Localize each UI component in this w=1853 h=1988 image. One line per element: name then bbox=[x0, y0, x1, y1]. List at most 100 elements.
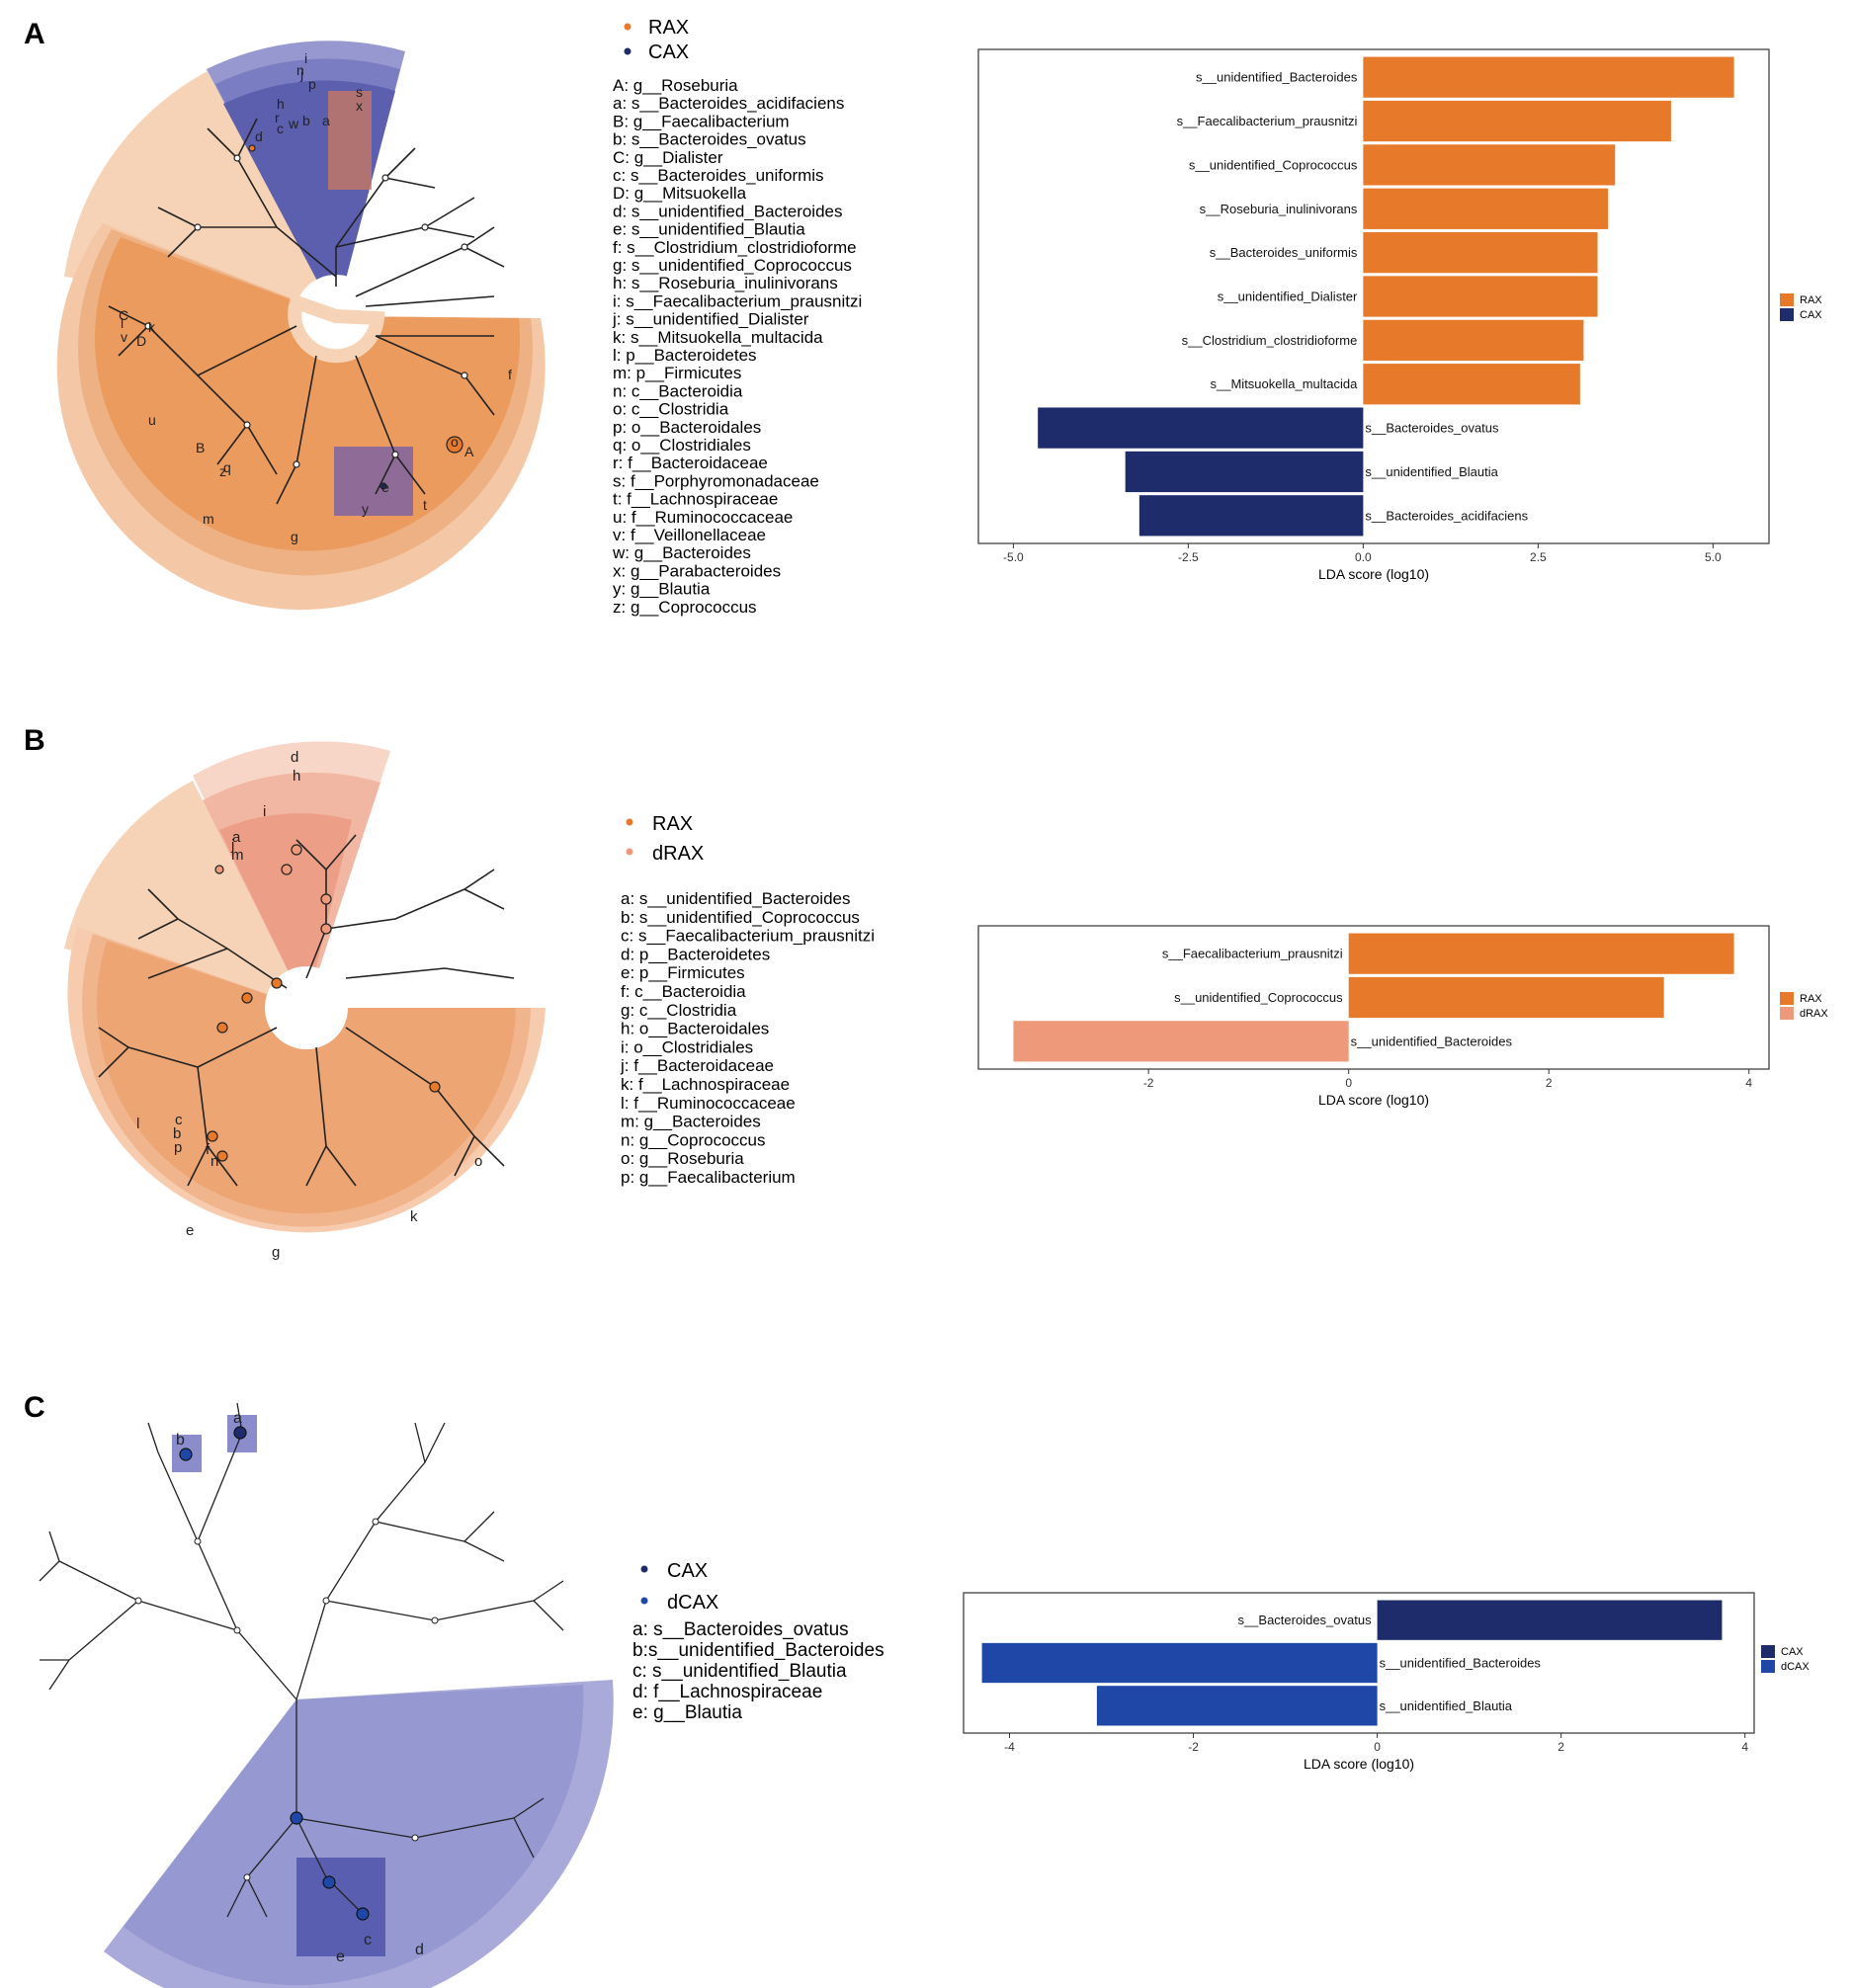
key-entry: o: c__Clostridia bbox=[613, 400, 729, 419]
clado-b-letter: b bbox=[173, 1125, 181, 1142]
clado-a-letter: s bbox=[356, 84, 363, 100]
key-entry: r: f__Bacteroidaceae bbox=[613, 454, 768, 472]
legend-b-rax-label: RAX bbox=[652, 813, 693, 835]
clado-a-letter: p bbox=[308, 76, 316, 92]
lda-bar-label: s__unidentified_Dialister bbox=[1218, 290, 1358, 304]
legend-label: CAX bbox=[1781, 1646, 1804, 1658]
legend-label: RAX bbox=[1800, 294, 1822, 306]
lda-chart-a: s__unidentified_Bacteroides s__Faecalibac… bbox=[977, 48, 1822, 582]
key-entry: b: s__Bacteroides_ovatus bbox=[613, 130, 806, 149]
clado-b-letter: n bbox=[211, 1153, 218, 1170]
lda-bar bbox=[1363, 100, 1671, 142]
x-tick-label: -4 bbox=[1004, 1740, 1015, 1754]
clado-b-letter: h bbox=[293, 768, 300, 785]
key-entry: d: s__unidentified_Bacteroides bbox=[613, 202, 843, 220]
clado-b-letter: k bbox=[410, 1208, 418, 1225]
key-entry: o: g__Roseburia bbox=[621, 1149, 744, 1168]
clado-a-letter: c bbox=[277, 121, 284, 136]
lda-bar bbox=[1138, 495, 1364, 537]
clado-a-letter: b bbox=[302, 113, 310, 128]
legend-label: dRAX bbox=[1800, 1008, 1828, 1020]
legend-b-drax-dot bbox=[626, 848, 633, 856]
key-entry: l: p__Bacteroidetes bbox=[613, 346, 757, 365]
clado-a-letter: t bbox=[423, 497, 427, 513]
key-entry: p: g__Faecalibacterium bbox=[621, 1168, 796, 1187]
clado-b-letter: d bbox=[291, 749, 298, 766]
clado-a-letter: v bbox=[121, 329, 127, 345]
clado-b-letter: a bbox=[232, 829, 241, 846]
clado-b-letter: o bbox=[474, 1153, 482, 1170]
x-tick-label: -5.0 bbox=[1003, 550, 1024, 564]
key-entry: q: o__Clostridiales bbox=[613, 436, 751, 455]
legend-b-rax-dot bbox=[626, 818, 633, 826]
clado-c-letter: a bbox=[233, 1410, 242, 1427]
clado-a-letter: m bbox=[203, 511, 214, 527]
clado-b-letter: l bbox=[136, 1116, 139, 1132]
lda-bar bbox=[981, 1642, 1378, 1684]
clado-a-letter: u bbox=[148, 412, 156, 428]
lda-bar-label: s__Bacteroides_ovatus bbox=[1237, 1613, 1372, 1627]
key-entry: f: s__Clostridium_clostridioforme bbox=[613, 238, 857, 257]
clado-a-letter: o bbox=[451, 434, 459, 450]
clado-b-letter: g bbox=[272, 1244, 280, 1261]
key-entry: m: g__Bacteroides bbox=[621, 1113, 761, 1131]
key-entry: B: g__Faecalibacterium bbox=[613, 112, 790, 130]
legend-b-drax-label: dRAX bbox=[652, 843, 704, 865]
clado-b-letter: j bbox=[230, 837, 234, 854]
key-entry: b:s__unidentified_Bacteroides bbox=[632, 1640, 884, 1661]
key-entry: p: o__Bacteroidales bbox=[613, 418, 761, 437]
clado-c-letter: e bbox=[336, 1948, 345, 1965]
x-tick-label: 2.5 bbox=[1530, 550, 1547, 564]
lda-bar-label: s__unidentified_Blautia bbox=[1365, 464, 1498, 479]
clado-c-highlight-e bbox=[296, 1858, 385, 1956]
lda-bar bbox=[1125, 451, 1364, 493]
key-entry: b: s__unidentified_Coprococcus bbox=[621, 908, 860, 927]
key-entry: z: g__Coprococcus bbox=[613, 598, 757, 617]
x-axis-title: LDA score (log10) bbox=[1318, 566, 1429, 582]
legend-label: CAX bbox=[1800, 309, 1822, 321]
clado-b-letter: p bbox=[174, 1139, 182, 1156]
cladogram-b: a bc d e f g h i j k l m n o p bbox=[64, 741, 547, 1261]
lda-bar bbox=[1348, 933, 1734, 974]
x-tick-label: 2 bbox=[1558, 1740, 1564, 1754]
legend-label: dCAX bbox=[1781, 1661, 1810, 1673]
lda-bar-label: s__Mitsuokella_multacida bbox=[1211, 376, 1359, 391]
x-tick-label: 4 bbox=[1745, 1076, 1752, 1090]
key-entry: x: g__Parabacteroides bbox=[613, 561, 781, 580]
legend-c: CAX dCAX bbox=[640, 1560, 718, 1614]
clado-a-letter: q bbox=[223, 459, 231, 475]
clado-a-letter: A bbox=[464, 444, 474, 459]
x-tick-label: -2 bbox=[1143, 1076, 1154, 1090]
legend-a-rax-label: RAX bbox=[648, 17, 689, 39]
key-entry: i: o__Clostridiales bbox=[621, 1037, 753, 1056]
x-tick-label: 5.0 bbox=[1705, 550, 1722, 564]
key-entry: h: o__Bacteroidales bbox=[621, 1020, 769, 1038]
clado-a-letter: r bbox=[275, 110, 280, 125]
key-entry: e: s__unidentified_Blautia bbox=[613, 220, 805, 239]
clado-a-letter: x bbox=[356, 98, 363, 114]
lda-bar-label: s__unidentified_Coprococcus bbox=[1189, 157, 1358, 172]
legend-a-rax-dot bbox=[624, 23, 632, 31]
panel-letter-a: A bbox=[24, 18, 45, 50]
lda-bar-label: s__Faecalibacterium_prausnitzi bbox=[1177, 114, 1358, 128]
clado-a-letter: k bbox=[148, 319, 156, 335]
key-entry: d: p__Bacteroidetes bbox=[621, 945, 770, 963]
lda-chart-c: s__Bacteroides_ovatus s__unidentified_Bac… bbox=[963, 1592, 1810, 1772]
clado-a-letter: f bbox=[508, 367, 512, 382]
x-tick-label: -2 bbox=[1188, 1740, 1199, 1754]
clado-a-letter: l bbox=[121, 315, 124, 331]
key-entry: h: s__Roseburia_inulinivorans bbox=[613, 274, 838, 292]
key-entry: s: f__Porphyromonadaceae bbox=[613, 471, 819, 490]
clado-a-inner-ring bbox=[288, 292, 385, 364]
lda-bar bbox=[1363, 319, 1584, 361]
key-entry: j: f__Bacteroidaceae bbox=[620, 1056, 774, 1075]
key-entry: d: f__Lachnospiraceae bbox=[632, 1682, 822, 1702]
lda-bar bbox=[1363, 364, 1580, 405]
lda-bar bbox=[1096, 1686, 1378, 1726]
lda-bar-label: s__unidentified_Blautia bbox=[1380, 1698, 1513, 1713]
legend-swatch bbox=[1761, 1660, 1775, 1673]
legend-swatch bbox=[1780, 308, 1794, 321]
lda-bar bbox=[1038, 407, 1364, 449]
